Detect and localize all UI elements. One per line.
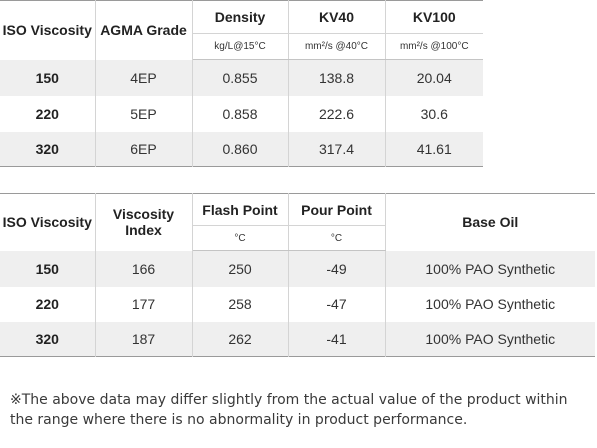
header-viscosity-index: Viscosity Index xyxy=(95,193,193,251)
header-density: Density xyxy=(192,0,289,34)
table-row: 150 4EP 0.855 138.8 20.04 xyxy=(0,59,483,96)
cell-kv100: 41.61 xyxy=(385,131,483,167)
unit-flash-point: °C xyxy=(192,225,289,251)
cell-pour-point: -49 xyxy=(288,250,386,287)
header-iso-viscosity: ISO Viscosity xyxy=(0,193,96,251)
cell-pour-point: -47 xyxy=(288,286,386,322)
cell-iso: 320 xyxy=(0,321,96,357)
cell-pour-point: -41 xyxy=(288,321,386,357)
cell-agma: 5EP xyxy=(95,95,193,132)
cell-agma: 4EP xyxy=(95,59,193,96)
cell-kv100: 20.04 xyxy=(385,59,483,96)
table-row: 150 166 250 -49 100% PAO Synthetic xyxy=(0,250,595,287)
cell-flash-point: 258 xyxy=(192,286,289,322)
header-kv40: KV40 xyxy=(288,0,386,34)
header-kv100: KV100 xyxy=(385,0,483,34)
cell-viscosity-index: 177 xyxy=(95,286,193,322)
cell-flash-point: 250 xyxy=(192,250,289,287)
header-base-oil: Base Oil xyxy=(385,193,595,251)
cell-kv40: 138.8 xyxy=(288,59,386,96)
unit-density: kg/L@15°C xyxy=(192,33,289,60)
cell-kv100: 30.6 xyxy=(385,95,483,132)
header-pour-point: Pour Point xyxy=(288,193,386,226)
unit-pour-point: °C xyxy=(288,225,386,251)
cell-kv40: 222.6 xyxy=(288,95,386,132)
cell-flash-point: 262 xyxy=(192,321,289,357)
cell-base-oil: 100% PAO Synthetic xyxy=(385,321,595,357)
specs-table-1: ISO Viscosity AGMA Grade Density KV40 KV… xyxy=(0,0,483,167)
cell-density: 0.855 xyxy=(192,59,289,96)
cell-agma: 6EP xyxy=(95,131,193,167)
table-row: 320 6EP 0.860 317.4 41.61 xyxy=(0,131,483,167)
cell-iso: 220 xyxy=(0,95,96,132)
cell-density: 0.858 xyxy=(192,95,289,132)
cell-base-oil: 100% PAO Synthetic xyxy=(385,250,595,287)
unit-kv100: mm²/s @100°C xyxy=(385,33,483,60)
unit-kv40: mm²/s @40°C xyxy=(288,33,386,60)
cell-base-oil: 100% PAO Synthetic xyxy=(385,286,595,322)
cell-kv40: 317.4 xyxy=(288,131,386,167)
header-iso-viscosity: ISO Viscosity xyxy=(0,0,96,60)
cell-viscosity-index: 166 xyxy=(95,250,193,287)
table-row: 220 177 258 -47 100% PAO Synthetic xyxy=(0,286,595,322)
cell-density: 0.860 xyxy=(192,131,289,167)
cell-iso: 220 xyxy=(0,286,96,322)
cell-iso: 150 xyxy=(0,59,96,96)
table-row: 220 5EP 0.858 222.6 30.6 xyxy=(0,95,483,132)
table-row: 320 187 262 -41 100% PAO Synthetic xyxy=(0,321,595,357)
cell-iso: 320 xyxy=(0,131,96,167)
header-agma-grade: AGMA Grade xyxy=(95,0,193,60)
disclaimer-note: ※The above data may differ slightly from… xyxy=(10,392,568,428)
cell-iso: 150 xyxy=(0,250,96,287)
header-flash-point: Flash Point xyxy=(192,193,289,226)
specs-table-2: ISO Viscosity Viscosity Index Flash Poin… xyxy=(0,193,595,357)
cell-viscosity-index: 187 xyxy=(95,321,193,357)
